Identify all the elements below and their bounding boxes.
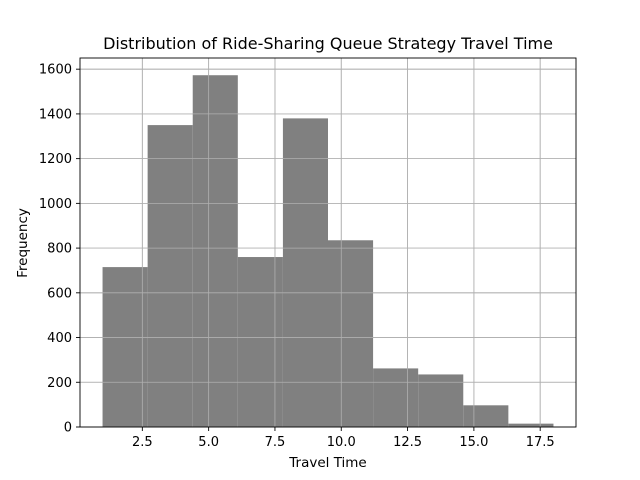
plot-frame	[79, 57, 577, 428]
y-tick-label: 1600	[39, 63, 72, 78]
histogram-bar	[328, 240, 374, 427]
histogram-bar	[463, 405, 509, 427]
y-tick-label: 400	[47, 331, 72, 346]
x-tick-label: 2.5	[132, 435, 153, 450]
axes-layer: 2.5 5.0 7.5 10.0 12.5 15.0 17.5 0 200 400 600 800 10…	[39, 57, 577, 450]
histogram-bar	[418, 374, 464, 427]
x-tick-label: 7.5	[265, 435, 286, 450]
y-axis-label: Frequency	[15, 208, 31, 278]
histogram-bar	[192, 75, 238, 427]
histogram-bar	[237, 257, 283, 427]
histogram-bar	[508, 423, 554, 427]
bars-layer	[102, 75, 554, 427]
y-tick-label: 800	[47, 242, 72, 257]
y-tick-label: 200	[47, 376, 72, 391]
histogram-bar	[102, 267, 148, 427]
histogram-bar	[282, 118, 328, 427]
x-tick-label: 15.0	[459, 435, 488, 450]
x-tick-label: 17.5	[526, 435, 555, 450]
y-tick-label: 1000	[39, 197, 72, 212]
y-tick-label: 0	[64, 421, 72, 436]
histogram-bar	[373, 368, 419, 427]
x-tick-label: 5.0	[198, 435, 219, 450]
x-axis-label: Travel Time	[288, 455, 366, 471]
y-tick-label: 1200	[39, 152, 72, 167]
x-tick-label: 10.0	[327, 435, 356, 450]
y-tick-label: 600	[47, 286, 72, 301]
histogram-bar	[147, 125, 193, 427]
y-tick-label: 1400	[39, 107, 72, 122]
x-tick-label: 12.5	[393, 435, 422, 450]
chart-title: Distribution of Ride-Sharing Queue Strat…	[103, 34, 553, 53]
